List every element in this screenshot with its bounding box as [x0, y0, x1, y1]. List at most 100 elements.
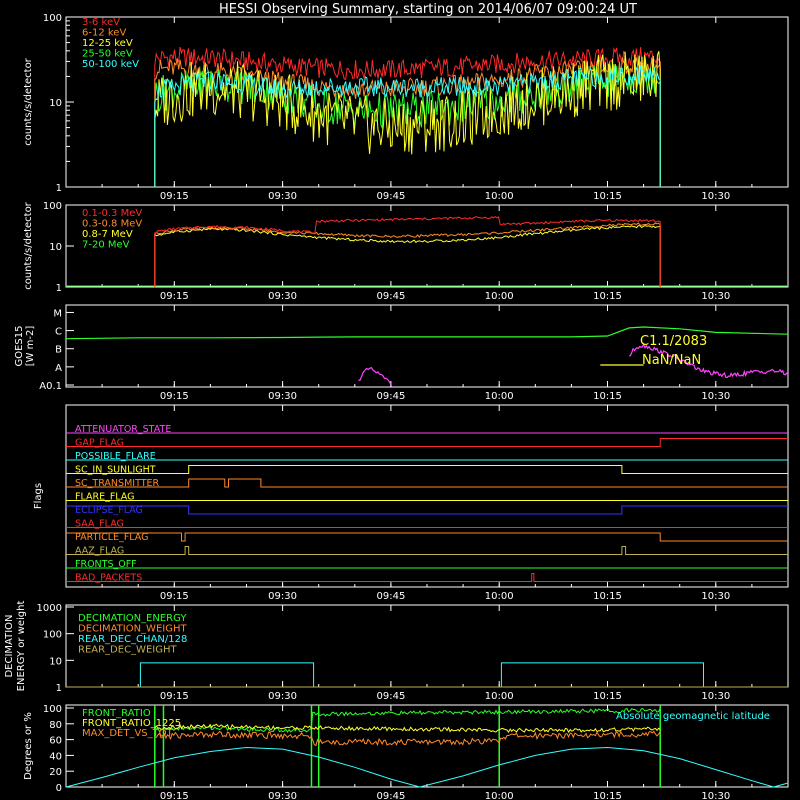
goes-ytick-label: B [55, 345, 62, 356]
rates-ytick-label: 1 [56, 183, 62, 194]
flag-label-GAP_FLAG: GAP_FLAG [75, 438, 124, 449]
decimation-legend-entry: DECIMATION_ENERGY [78, 613, 187, 624]
ratios-legend-entry: FRONT_RATIO_1225 [82, 718, 181, 729]
ratios-xtick-label: 09:30 [268, 791, 297, 800]
goes-xtick-label: 10:30 [701, 391, 730, 402]
ratios-ytick-label: 20 [49, 767, 62, 778]
flag-label-ATTENUATOR_STATE: ATTENUATOR_STATE [75, 424, 171, 435]
decimation-xtick-label: 09:45 [376, 691, 405, 702]
flags-frame [65, 404, 789, 588]
gamma-ytick-label: 100 [43, 201, 62, 212]
ratios-ytick-label: 40 [49, 751, 62, 762]
flag-label-POSSIBLE_FLARE: POSSIBLE_FLARE [75, 451, 156, 462]
goes-xtick-label: 10:00 [485, 391, 514, 402]
gamma-legend-entry: 0.1-0.3 MeV [82, 208, 142, 219]
ratios-series-MAX-DET-VS-TOT [154, 730, 661, 747]
ratios-legend-entry: FRONT_RATIO [82, 708, 151, 719]
ratios-ytick-label: 60 [49, 736, 62, 747]
flag-label-SAA_FLAG: SAA_FLAG [75, 519, 124, 530]
flag-line-PARTICLE_FLAG [66, 532, 788, 542]
goes-series-GOES-long [65, 326, 789, 340]
goes-xtick-label: 09:15 [160, 391, 189, 402]
flags-xtick-label: 09:30 [268, 591, 297, 602]
flags-ylabel: Flags [33, 483, 44, 509]
flag-label-SC_IN_SUNLIGHT: SC_IN_SUNLIGHT [75, 465, 156, 476]
ratios-series-geomagnetic-latitude [65, 746, 789, 788]
rates-xtick-label: 10:15 [593, 191, 622, 202]
ratios-xtick-label: 10:15 [593, 791, 622, 800]
flag-line-AAZ_FLAG [66, 546, 788, 555]
ratios-series-FRONT-RATIO-1225 [154, 723, 661, 734]
ratios-series-FRONT-RATIO [154, 708, 661, 734]
flag-label-FLARE_FLAG: FLARE_FLAG [75, 492, 135, 503]
gamma-legend-entry: 7-20 MeV [82, 240, 130, 251]
rates-ytick-label: 100 [43, 13, 62, 24]
flag-line-GAP_FLAG [66, 438, 788, 447]
flag-label-BAD_PACKETS: BAD_PACKETS [75, 573, 142, 584]
flag-label-PARTICLE_FLAG: PARTICLE_FLAG [75, 532, 148, 543]
ratios-xtick-label: 10:00 [485, 791, 514, 800]
rates-ytick-label: 10 [49, 98, 62, 109]
flags-xtick-label: 09:45 [376, 591, 405, 602]
goes-series-GOES-short [358, 342, 789, 385]
gamma-panel: 09:15 09:30 09:45 10:00 10:15 10:30 1 10 100 coun… [23, 201, 789, 302]
goes-annotation-nan: NaN/NaN [642, 353, 701, 368]
flags-time-axis: 09:15 09:30 09:45 10:00 10:15 10:30 [65, 405, 789, 602]
gamma-series-0.3-0.8-MeV [154, 222, 661, 288]
ratios-xtick-label: 10:30 [701, 791, 730, 800]
rates-panel: 09:15 09:30 09:45 10:00 10:15 10:30 1 10 100 coun… [23, 13, 789, 202]
gamma-xtick-label: 09:15 [160, 291, 189, 302]
rates-legend-entry: 3-6 keV [82, 17, 120, 28]
rates-time-axis: 09:15 09:30 09:45 10:00 10:15 10:30 [65, 17, 789, 202]
flag-line-ECLIPSE_FLAG [66, 505, 788, 515]
decimation-ytick-label: 10 [49, 656, 62, 667]
flags-xtick-label: 10:15 [593, 591, 622, 602]
gamma-legend-entry: 0.8-7 MeV [82, 229, 133, 240]
goes-ytick-label: C [55, 327, 62, 338]
goes-ylabel: GOES15 [14, 325, 25, 366]
goes-ylabel-units: [W m-2] [25, 326, 36, 367]
decimation-series-REAR-DEC-CHAN-128 [139, 662, 704, 688]
flag-line-SC_IN_SUNLIGHT [66, 465, 788, 474]
decimation-time-axis: 09:15 09:30 09:45 10:00 10:15 10:30 [65, 605, 789, 702]
rates-xtick-label: 09:15 [160, 191, 189, 202]
goes-xtick-label: 10:15 [593, 391, 622, 402]
gamma-frame [65, 204, 789, 288]
rates-ylabel: counts/s/detector [23, 57, 34, 145]
decimation-legend-entry: REAR_DEC_WEIGHT [78, 645, 177, 656]
ratios-xtick-label: 09:45 [376, 791, 405, 800]
flag-line-SC_TRANSMITTER [66, 478, 788, 488]
figure-title: HESSI Observing Summary, starting on 201… [219, 2, 637, 17]
goes-xtick-label: 09:30 [268, 391, 297, 402]
gamma-ytick-label: 10 [49, 242, 62, 253]
gamma-series-0.8-7-MeV [154, 224, 661, 288]
goes-ytick-label: A0.1 [39, 381, 62, 392]
decimation-ytick-label: 1 [56, 683, 62, 694]
goes-ytick-label: A [55, 363, 62, 374]
ratios-ylabel: Degrees or % [23, 712, 34, 780]
flag-label-AAZ_FLAG: AAZ_FLAG [75, 546, 124, 557]
decimation-legend-entry: REAR_DEC_CHAN/128 [78, 634, 187, 645]
gamma-ylabel: counts/s/detector [23, 201, 34, 289]
gamma-xtick-label: 10:30 [701, 291, 730, 302]
decimation-xtick-label: 09:15 [160, 691, 189, 702]
decimation-ylabel: DECIMATION [4, 614, 15, 677]
gamma-legend-entry: 0.3-0.8 MeV [82, 219, 142, 230]
rates-xtick-label: 09:45 [376, 191, 405, 202]
flags-xtick-label: 10:00 [485, 591, 514, 602]
ratios-legend-entry: MAX_DET_VS_TOT [82, 728, 174, 739]
flag-label-FRONTS_OFF: FRONTS_OFF [75, 559, 137, 570]
decimation-xtick-label: 09:30 [268, 691, 297, 702]
ratios-ytick-label: 80 [49, 720, 62, 731]
rates-xtick-label: 10:30 [701, 191, 730, 202]
decimation-ytick-label: 1000 [37, 603, 62, 614]
flags-panel: 09:15 09:30 09:45 10:00 10:15 10:30 Flags ATTEN… [33, 404, 789, 602]
flags-xtick-label: 09:15 [160, 591, 189, 602]
gamma-xtick-label: 09:30 [268, 291, 297, 302]
rates-legend-entry: 50-100 keV [82, 59, 139, 70]
rates-series-50-100-keV [154, 65, 661, 188]
goes-xtick-label: 09:45 [376, 391, 405, 402]
decimation-legend-entry: DECIMATION_WEIGHT [78, 624, 187, 635]
